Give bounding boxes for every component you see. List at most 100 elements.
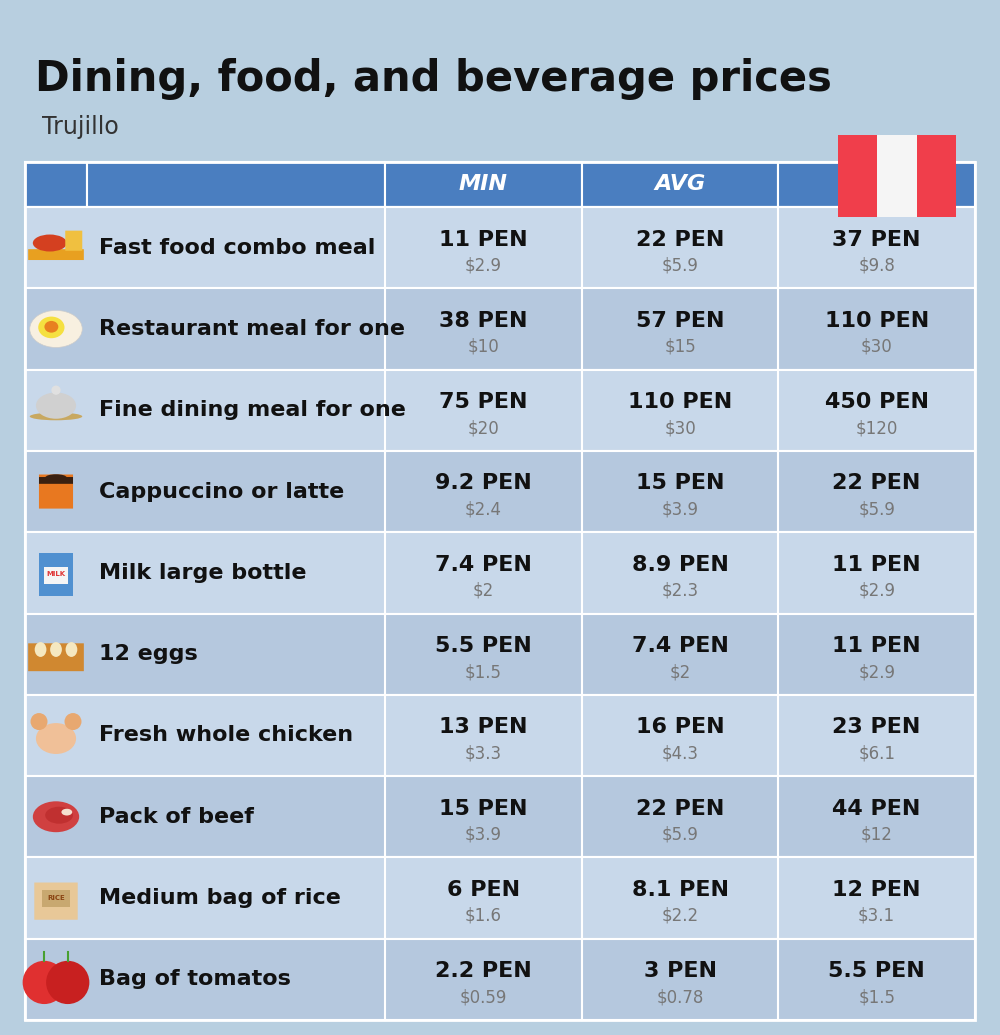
Text: 23 PEN: 23 PEN [832, 717, 921, 737]
Text: 8.9 PEN: 8.9 PEN [632, 555, 728, 574]
Text: Milk large bottle: Milk large bottle [99, 563, 306, 583]
Text: MIN: MIN [459, 175, 508, 195]
Text: 12 eggs: 12 eggs [99, 644, 198, 664]
Text: $6.1: $6.1 [858, 744, 895, 763]
Text: AVG: AVG [654, 175, 706, 195]
Text: Cappuccino or latte: Cappuccino or latte [99, 481, 344, 502]
Text: $2.9: $2.9 [465, 257, 502, 274]
Text: 22 PEN: 22 PEN [636, 799, 724, 819]
Ellipse shape [31, 713, 48, 730]
Bar [25, 532, 975, 614]
FancyBboxPatch shape [28, 644, 84, 671]
Text: $3.3: $3.3 [465, 744, 502, 763]
Text: $2: $2 [669, 663, 691, 681]
Bar [25, 939, 975, 1021]
Text: $2.4: $2.4 [465, 501, 502, 519]
Ellipse shape [38, 317, 64, 338]
Text: $0.59: $0.59 [460, 988, 507, 1006]
Text: 22 PEN: 22 PEN [832, 473, 921, 494]
Text: 3 PEN: 3 PEN [644, 962, 716, 981]
Text: Fresh whole chicken: Fresh whole chicken [99, 726, 353, 745]
Text: $12: $12 [861, 826, 893, 844]
FancyBboxPatch shape [34, 883, 78, 920]
Ellipse shape [33, 235, 67, 252]
Text: $4.3: $4.3 [662, 744, 698, 763]
Text: $3.9: $3.9 [662, 501, 698, 519]
Text: 8.1 PEN: 8.1 PEN [632, 880, 728, 899]
Bar [25, 369, 975, 451]
Text: $2.3: $2.3 [661, 582, 699, 599]
Ellipse shape [33, 801, 79, 832]
Text: 15 PEN: 15 PEN [439, 799, 528, 819]
Text: 44 PEN: 44 PEN [832, 799, 921, 819]
Bar [385, 162, 582, 207]
Circle shape [46, 960, 89, 1004]
Text: 12 PEN: 12 PEN [832, 880, 921, 899]
Text: Medium bag of rice: Medium bag of rice [99, 888, 341, 908]
Bar [25, 162, 87, 207]
Bar [25, 776, 975, 857]
Text: 7.4 PEN: 7.4 PEN [435, 555, 532, 574]
Text: 5.5 PEN: 5.5 PEN [435, 637, 532, 656]
Bar [838, 135, 956, 217]
Ellipse shape [66, 642, 77, 657]
Text: MILK: MILK [46, 571, 66, 578]
Text: Pack of beef: Pack of beef [99, 806, 254, 827]
Text: $30: $30 [861, 337, 893, 356]
Bar [25, 694, 975, 776]
Ellipse shape [35, 642, 46, 657]
Text: $2.2: $2.2 [661, 907, 699, 925]
Text: $5.9: $5.9 [662, 257, 698, 274]
Text: 37 PEN: 37 PEN [832, 230, 921, 249]
Text: Bag of tomatos: Bag of tomatos [99, 970, 291, 989]
Text: $0.78: $0.78 [656, 988, 704, 1006]
Text: $20: $20 [467, 419, 499, 437]
Ellipse shape [36, 723, 76, 753]
Text: 11 PEN: 11 PEN [439, 230, 528, 249]
Text: 13 PEN: 13 PEN [439, 717, 528, 737]
Text: 6 PEN: 6 PEN [447, 880, 520, 899]
Text: 450 PEN: 450 PEN [825, 392, 929, 412]
Text: 110 PEN: 110 PEN [628, 392, 732, 412]
Text: $9.8: $9.8 [858, 257, 895, 274]
Circle shape [51, 385, 61, 394]
Text: 9.2 PEN: 9.2 PEN [435, 473, 532, 494]
Text: $2.9: $2.9 [858, 582, 895, 599]
Bar [25, 207, 975, 289]
FancyBboxPatch shape [28, 249, 84, 260]
Ellipse shape [44, 321, 58, 332]
Text: 75 PEN: 75 PEN [439, 392, 528, 412]
Text: 2.2 PEN: 2.2 PEN [435, 962, 532, 981]
Text: 110 PEN: 110 PEN [825, 310, 929, 331]
Text: Dining, food, and beverage prices: Dining, food, and beverage prices [35, 58, 832, 100]
Ellipse shape [36, 392, 76, 419]
Text: Fine dining meal for one: Fine dining meal for one [99, 401, 406, 420]
FancyBboxPatch shape [39, 477, 73, 483]
Ellipse shape [50, 642, 62, 657]
Text: $2: $2 [473, 582, 494, 599]
Text: Trujillo: Trujillo [42, 115, 119, 139]
Text: RICE: RICE [47, 895, 65, 901]
Circle shape [23, 960, 66, 1004]
Bar [25, 162, 975, 1021]
Bar [42, 890, 70, 908]
Text: $5.9: $5.9 [858, 501, 895, 519]
Text: 5.5 PEN: 5.5 PEN [828, 962, 925, 981]
Text: $10: $10 [467, 337, 499, 356]
Bar [582, 162, 778, 207]
Bar [838, 135, 877, 217]
Bar [917, 135, 956, 217]
Ellipse shape [30, 310, 82, 348]
Text: $3.1: $3.1 [858, 907, 895, 925]
Text: Fast food combo meal: Fast food combo meal [99, 238, 375, 258]
Text: 38 PEN: 38 PEN [439, 310, 528, 331]
Text: $3.9: $3.9 [465, 826, 502, 844]
Ellipse shape [45, 806, 73, 824]
FancyBboxPatch shape [39, 474, 73, 508]
Text: $2.9: $2.9 [858, 663, 895, 681]
Bar [25, 451, 975, 532]
Bar [44, 567, 68, 584]
Ellipse shape [30, 413, 82, 420]
Text: 22 PEN: 22 PEN [636, 230, 724, 249]
Text: Restaurant meal for one: Restaurant meal for one [99, 319, 405, 338]
